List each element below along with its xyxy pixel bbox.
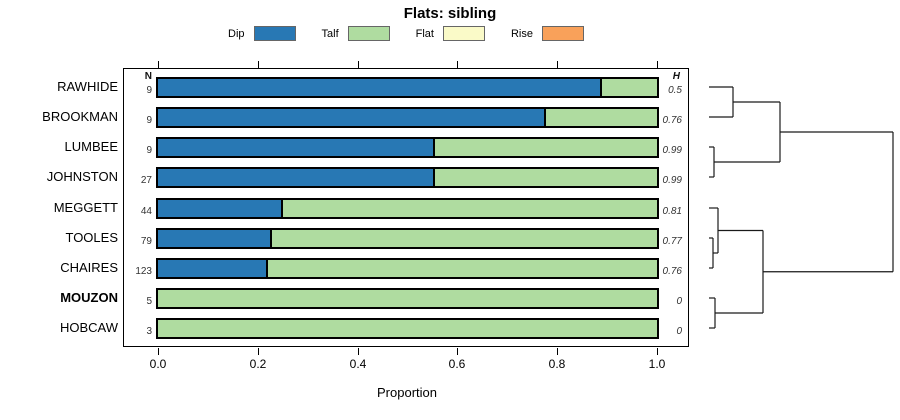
x-axis-tick (657, 348, 658, 355)
bar-segment-talf (602, 79, 657, 96)
h-value: 0.76 (662, 115, 682, 126)
legend-item: Flat (416, 26, 485, 41)
y-axis-label: MEGGETT (53, 200, 118, 215)
y-axis-label: MOUZON (60, 290, 118, 305)
x-axis-tick-label: 1.0 (648, 357, 666, 371)
n-value: 27 (140, 175, 152, 186)
x-axis-tick-label: 0.2 (249, 357, 267, 371)
n-value: 5 (146, 296, 152, 307)
x-axis-tick (557, 61, 558, 68)
bar-row (156, 137, 659, 158)
n-value: 79 (140, 236, 152, 247)
bar-segment-dip (158, 169, 435, 186)
bar-row (156, 107, 659, 128)
x-axis-tick (557, 348, 558, 355)
bar-segment-talf (272, 230, 657, 247)
legend-swatch (442, 26, 485, 41)
bar-segment-talf (435, 139, 657, 156)
h-value: 0.99 (662, 175, 682, 186)
n-value: 9 (146, 85, 152, 96)
x-axis-tick (657, 61, 658, 68)
h-value: 0 (676, 296, 682, 307)
bar-row (156, 198, 659, 219)
legend-swatch (253, 26, 296, 41)
n-value: 123 (135, 266, 152, 277)
y-axis-label: CHAIRES (60, 260, 118, 275)
bar-row (156, 77, 659, 98)
y-axis-label: HOBCAW (59, 320, 118, 335)
legend-item: Rise (511, 26, 584, 41)
legend-swatch (347, 26, 390, 41)
h-value: 0.81 (662, 206, 682, 217)
bar-segment-dip (158, 200, 283, 217)
bar-row (156, 167, 659, 188)
bar-segment-talf (435, 169, 657, 186)
bar-row (156, 288, 659, 309)
legend-label: Dip (228, 27, 245, 40)
h-value: 0.77 (662, 236, 682, 247)
n-column-header: N (144, 71, 152, 82)
y-axis-label: BROOKMAN (42, 109, 118, 124)
x-axis-tick-label: 0.0 (149, 357, 167, 371)
y-axis-label: TOOLES (65, 230, 118, 245)
n-value: 9 (146, 145, 152, 156)
y-axis-label: RAWHIDE (57, 79, 118, 94)
legend: Dip Talf Flat Rise (123, 26, 689, 41)
bar-segment-dip (158, 79, 602, 96)
legend-label: Talf (321, 27, 339, 40)
bar-segment-talf (268, 260, 657, 277)
x-axis-title: Proportion (377, 385, 437, 400)
y-axis-label: LUMBEE (64, 139, 118, 154)
x-axis-tick-label: 0.6 (448, 357, 466, 371)
x-axis-tick (358, 61, 359, 68)
bar-segment-talf (283, 200, 657, 217)
h-value: 0 (676, 326, 682, 337)
x-axis-tick (358, 348, 359, 355)
chart-title: Flats: sibling (403, 5, 497, 22)
bar-segment-talf (546, 109, 657, 126)
h-column-header: H (672, 71, 680, 82)
bar-row (156, 258, 659, 279)
x-axis-tick (258, 348, 259, 355)
h-value: 0.99 (662, 145, 682, 156)
h-value: 0.5 (668, 85, 682, 96)
bar-segment-dip (158, 109, 546, 126)
legend-label: Rise (510, 27, 533, 40)
bar-row (156, 318, 659, 339)
x-axis-tick (158, 348, 159, 355)
x-axis-tick-label: 0.8 (548, 357, 566, 371)
bar-segment-dip (158, 260, 268, 277)
x-axis-tick (158, 61, 159, 68)
n-value: 9 (146, 115, 152, 126)
n-value: 44 (140, 206, 152, 217)
bar-segment-dip (158, 230, 272, 247)
legend-swatch (542, 26, 584, 41)
legend-item: Talf (322, 26, 390, 41)
bar-segment-talf (158, 320, 657, 337)
bar-segment-dip (158, 139, 435, 156)
n-value: 3 (146, 326, 152, 337)
y-axis-label: JOHNSTON (46, 169, 118, 184)
x-axis-tick (258, 61, 259, 68)
x-axis-tick-label: 0.4 (349, 357, 367, 371)
h-value: 0.76 (662, 266, 682, 277)
bar-segment-talf (158, 290, 657, 307)
x-axis-tick (457, 61, 458, 68)
legend-label: Flat (415, 27, 434, 40)
x-axis-tick (457, 348, 458, 355)
legend-item: Dip (228, 26, 296, 41)
bar-row (156, 228, 659, 249)
